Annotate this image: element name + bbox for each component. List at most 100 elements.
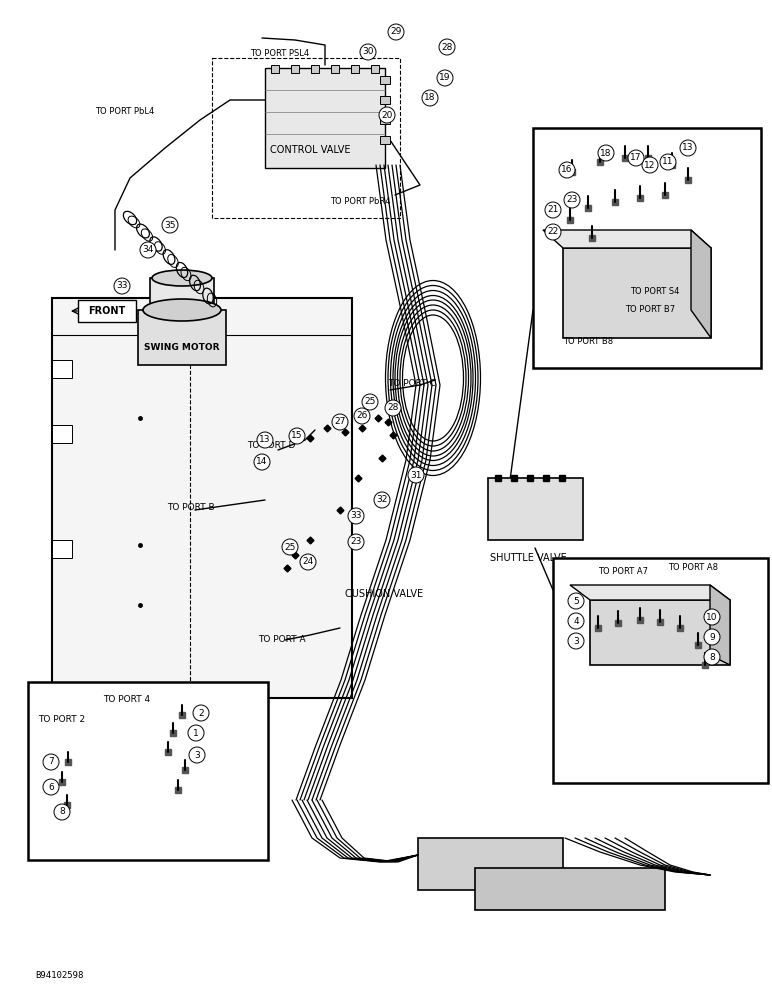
Circle shape: [254, 454, 270, 470]
Text: CUSHION VALVE: CUSHION VALVE: [345, 589, 423, 599]
Text: 25: 25: [284, 542, 296, 552]
Circle shape: [408, 467, 424, 483]
Text: 9: 9: [709, 633, 715, 642]
Circle shape: [704, 649, 720, 665]
Circle shape: [545, 202, 561, 218]
Circle shape: [289, 428, 305, 444]
Circle shape: [362, 394, 378, 410]
Circle shape: [379, 107, 395, 123]
Bar: [331, 65, 339, 73]
Text: 23: 23: [567, 196, 577, 205]
Text: 11: 11: [662, 157, 674, 166]
Text: 33: 33: [350, 512, 362, 520]
Bar: [380, 116, 390, 124]
Text: 33: 33: [117, 282, 127, 290]
Circle shape: [348, 508, 364, 524]
Ellipse shape: [152, 270, 212, 286]
Text: 3: 3: [573, 637, 579, 646]
Text: TO PORT A: TO PORT A: [258, 636, 306, 645]
Polygon shape: [543, 230, 711, 248]
Bar: [52, 298, 352, 698]
Bar: [78, 300, 136, 322]
Circle shape: [642, 157, 658, 173]
Text: 2: 2: [198, 708, 204, 718]
Bar: [533, 128, 761, 368]
Text: 17: 17: [630, 153, 642, 162]
Circle shape: [162, 217, 178, 233]
Circle shape: [385, 400, 401, 416]
Bar: [371, 65, 379, 73]
Bar: [291, 65, 299, 73]
Text: 4: 4: [573, 616, 579, 626]
Circle shape: [388, 24, 404, 40]
Text: 16: 16: [561, 165, 573, 174]
Text: 5: 5: [573, 596, 579, 605]
Circle shape: [439, 39, 455, 55]
Circle shape: [348, 534, 364, 550]
Text: 27: 27: [334, 418, 346, 426]
Circle shape: [437, 70, 453, 86]
Bar: [28, 682, 268, 860]
Text: SWING MOTOR: SWING MOTOR: [144, 344, 220, 353]
Circle shape: [545, 224, 561, 240]
Text: 28: 28: [388, 403, 398, 412]
Circle shape: [568, 613, 584, 629]
Circle shape: [568, 633, 584, 649]
Bar: [52, 425, 72, 443]
Bar: [380, 136, 390, 144]
Circle shape: [628, 150, 644, 166]
Polygon shape: [691, 230, 711, 338]
Bar: [418, 838, 563, 890]
Text: TO PORT 2: TO PORT 2: [38, 716, 85, 724]
Text: TO PORT S4: TO PORT S4: [630, 288, 679, 296]
Circle shape: [188, 725, 204, 741]
Bar: [52, 360, 72, 378]
Text: TO PORT C: TO PORT C: [388, 378, 435, 387]
Circle shape: [114, 278, 130, 294]
Text: 26: 26: [357, 412, 367, 420]
Text: 19: 19: [439, 74, 451, 83]
Text: 7: 7: [48, 758, 54, 766]
Circle shape: [704, 629, 720, 645]
Text: 30: 30: [362, 47, 374, 56]
Circle shape: [360, 44, 376, 60]
Circle shape: [680, 140, 696, 156]
Bar: [138, 310, 226, 365]
Bar: [265, 68, 385, 168]
Text: TO PORT A8: TO PORT A8: [668, 564, 718, 572]
Circle shape: [704, 609, 720, 625]
Bar: [150, 278, 214, 311]
Text: 6: 6: [48, 782, 54, 792]
Text: 10: 10: [706, 612, 718, 621]
Circle shape: [140, 242, 156, 258]
Polygon shape: [570, 585, 730, 600]
Text: 18: 18: [425, 94, 435, 103]
Text: 8: 8: [59, 808, 65, 816]
Ellipse shape: [143, 299, 221, 321]
Text: TO PORT PbL4: TO PORT PbL4: [95, 107, 154, 116]
Circle shape: [374, 492, 390, 508]
Text: 32: 32: [376, 495, 388, 504]
Bar: [271, 65, 279, 73]
Text: 21: 21: [547, 206, 559, 215]
Text: 18: 18: [601, 148, 611, 157]
Text: SHUTTLE VALVE: SHUTTLE VALVE: [490, 553, 567, 563]
Circle shape: [54, 804, 70, 820]
Text: 3: 3: [194, 750, 200, 760]
Circle shape: [559, 162, 575, 178]
Circle shape: [568, 593, 584, 609]
Text: 12: 12: [645, 160, 655, 169]
Bar: [553, 558, 768, 783]
Bar: [488, 478, 583, 540]
Text: 13: 13: [259, 436, 271, 444]
Text: TO PORT A7: TO PORT A7: [598, 568, 648, 576]
Bar: [52, 540, 72, 558]
Circle shape: [564, 192, 580, 208]
Circle shape: [43, 779, 59, 795]
Polygon shape: [710, 585, 730, 665]
Text: TO PORT B8: TO PORT B8: [563, 338, 613, 347]
Text: FRONT: FRONT: [88, 306, 126, 316]
Circle shape: [193, 705, 209, 721]
Text: 31: 31: [410, 471, 422, 480]
Circle shape: [660, 154, 676, 170]
